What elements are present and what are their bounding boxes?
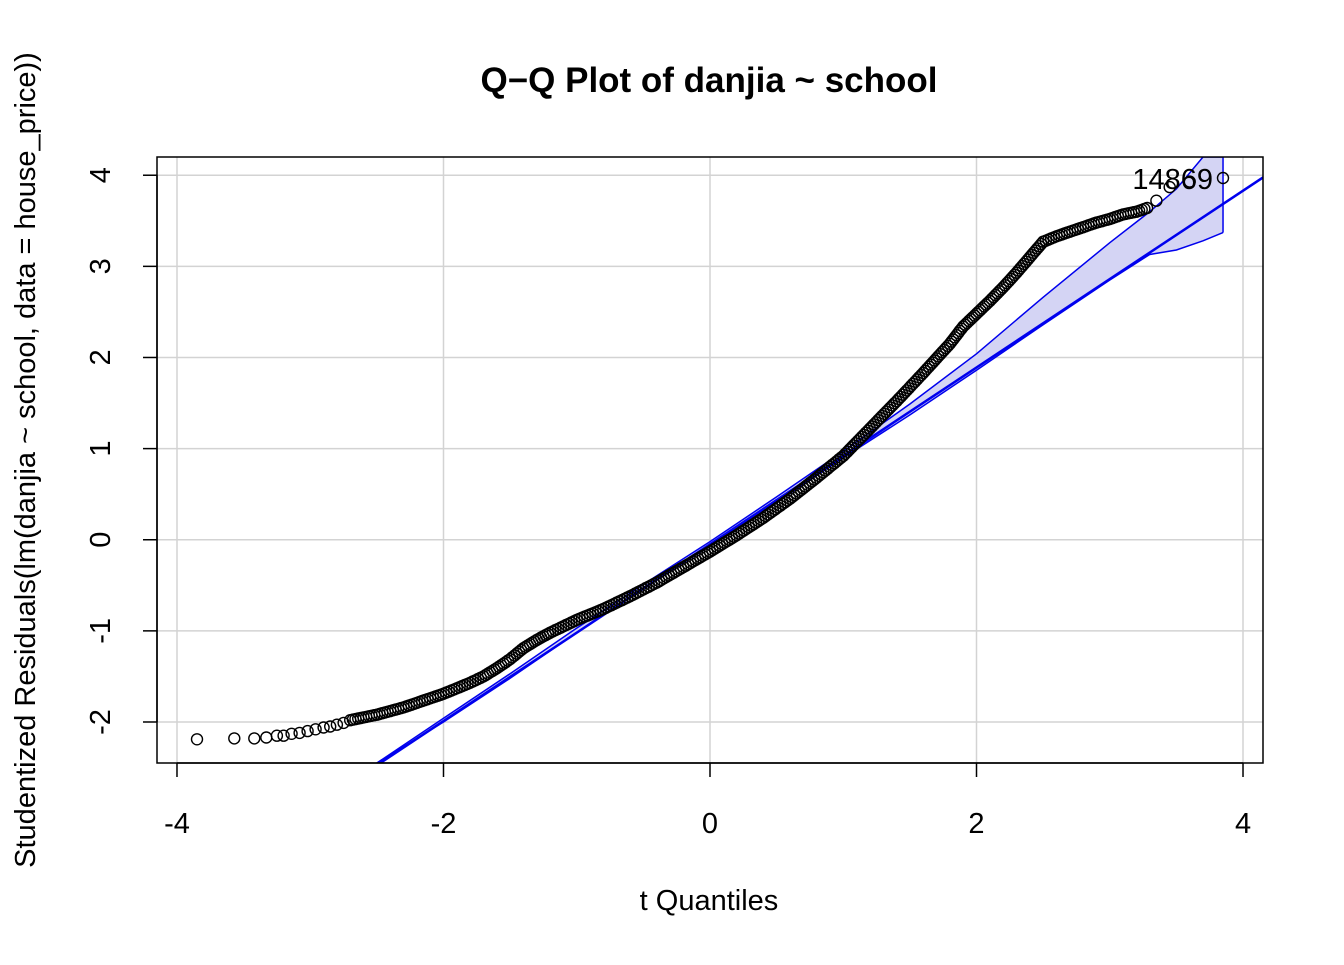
y-tick-label: 4 [85, 167, 117, 183]
data-point [847, 439, 860, 452]
data-point [285, 727, 298, 740]
data-point [859, 426, 872, 439]
data-point [900, 384, 913, 397]
plot-area: 14869 -4 -2 0 2 4 -2 -1 0 1 2 3 4 [85, 156, 1264, 840]
data-point [317, 721, 330, 734]
data-point [324, 720, 337, 733]
data-point [270, 729, 284, 742]
x-axis-label: t Quantiles [640, 885, 779, 917]
y-tick-label: 0 [85, 532, 117, 548]
data-point [843, 443, 856, 456]
data-point [1140, 201, 1154, 215]
chart-title: Q−Q Plot of danjia ~ school [480, 61, 937, 100]
data-point [301, 724, 314, 738]
data-point [839, 447, 852, 460]
data-point [309, 723, 322, 736]
data-point [867, 418, 881, 431]
y-tick-label: -1 [85, 618, 117, 644]
reference-line [378, 176, 1263, 763]
y-tick-label: 1 [85, 441, 117, 457]
data-point [863, 422, 877, 435]
data-point [293, 726, 306, 740]
confidence-envelope [376, 157, 1223, 763]
data-point [884, 401, 897, 414]
data-point [880, 405, 893, 418]
y-tick-label: 3 [85, 258, 117, 274]
data-point [190, 733, 204, 746]
data-point [1150, 194, 1163, 207]
data-point [851, 435, 864, 448]
data-point [260, 731, 273, 744]
data-point [904, 379, 918, 393]
x-tick-label: -2 [431, 808, 457, 840]
data-point [330, 718, 344, 731]
data-point [277, 729, 290, 742]
data-point [248, 732, 261, 745]
data-point [896, 388, 909, 401]
data-point [1183, 175, 1196, 188]
x-tick-label: 0 [702, 808, 718, 840]
x-tick-label: -4 [164, 808, 190, 840]
data-point [888, 397, 901, 410]
envelope-upper-line [376, 157, 1223, 763]
y-axis-label: Studentized Residuals(lm(danjia ~ school… [10, 52, 42, 868]
data-point [1163, 180, 1176, 194]
data-point [892, 392, 905, 406]
x-tick-label: 2 [968, 808, 984, 840]
data-point [228, 732, 241, 745]
x-tick-label: 4 [1235, 808, 1251, 840]
data-point [908, 375, 922, 388]
data-point [1216, 171, 1230, 185]
data-points-group [190, 171, 1230, 746]
data-point [855, 430, 868, 444]
y-tick-label: 2 [85, 349, 117, 365]
outlier-label: 14869 [1132, 164, 1213, 196]
data-point [871, 413, 885, 427]
data-point [876, 409, 889, 423]
y-tick-label: -2 [85, 709, 117, 735]
